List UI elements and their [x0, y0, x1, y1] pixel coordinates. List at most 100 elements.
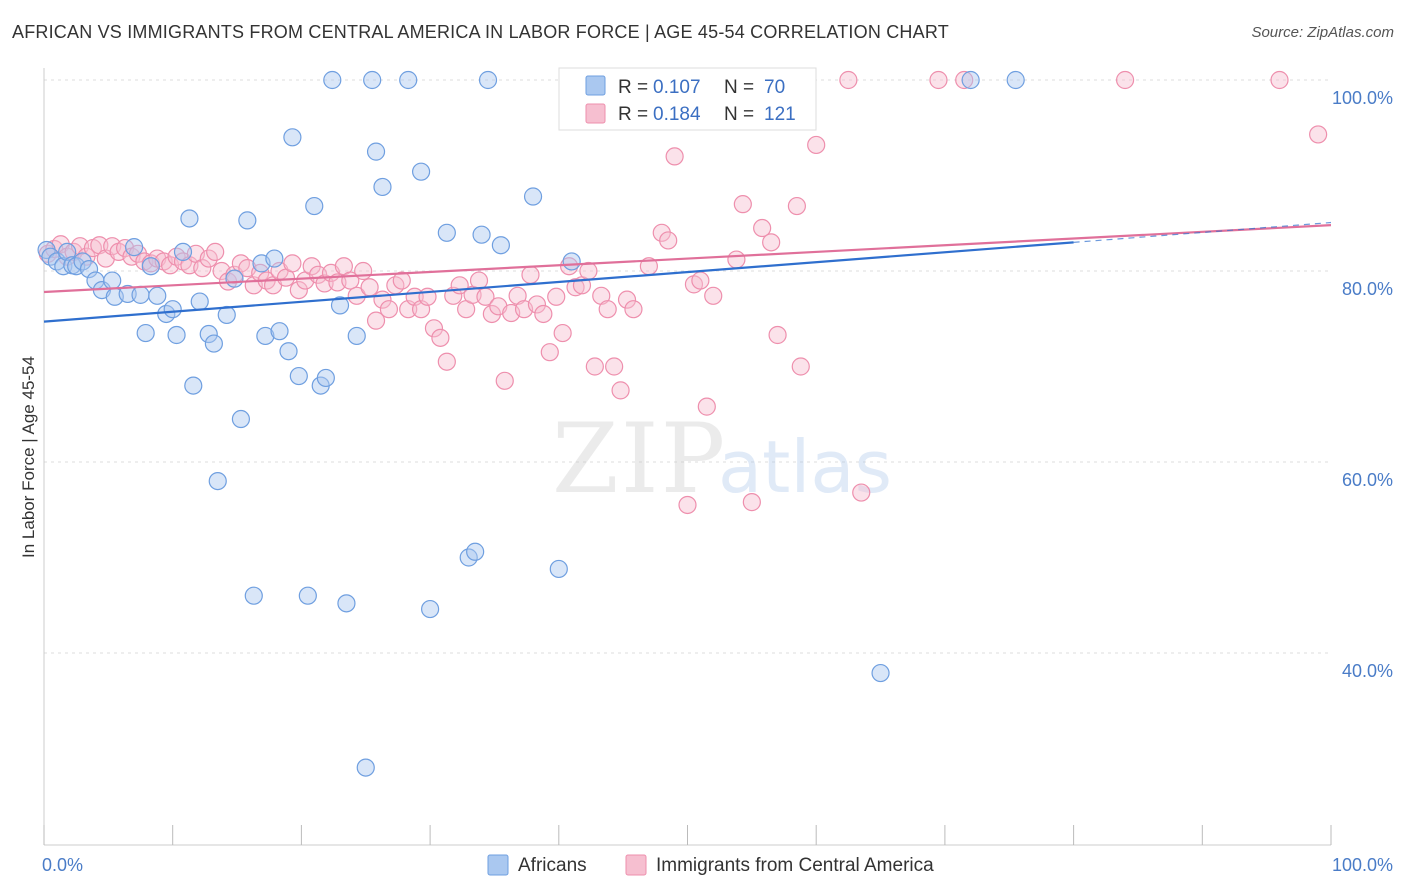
- point-africans-55: [421, 599, 440, 619]
- bottom-legend-swatch-immigrants: [625, 854, 647, 876]
- point-immigrants-112: [807, 135, 826, 155]
- trend-line-immigrants: [43, 224, 1332, 294]
- chart-source: Source: ZipAtlas.com: [1251, 24, 1394, 41]
- point-immigrants-80: [553, 323, 572, 343]
- point-africans-42: [305, 196, 324, 216]
- point-immigrants-82: [566, 278, 585, 297]
- point-immigrants-24: [193, 259, 212, 278]
- point-africans-16: [136, 323, 155, 343]
- bottom-legend-label-immigrants: Immigrants from Central America: [656, 855, 934, 876]
- bottom-legend-label-africans: Africans: [518, 855, 587, 876]
- point-africans-21: [167, 325, 186, 345]
- point-africans-58: [466, 542, 485, 561]
- y-ticks: 40.0% 60.0% 80.0% 100.0%: [1332, 88, 1393, 681]
- point-africans-36: [265, 249, 284, 268]
- watermark-zip: ZIP: [552, 403, 727, 515]
- point-africans-27: [204, 334, 223, 353]
- point-immigrants-62: [437, 352, 456, 371]
- point-africans-50: [363, 70, 382, 90]
- point-immigrants-100: [697, 397, 716, 416]
- point-africans-60: [478, 70, 498, 90]
- point-immigrants-87: [598, 300, 617, 319]
- point-immigrants-119: [1309, 125, 1328, 144]
- point-africans-68: [961, 70, 980, 90]
- chart-title: AFRICAN VS IMMIGRANTS FROM CENTRAL AMERI…: [12, 22, 949, 42]
- point-immigrants-26: [206, 242, 225, 261]
- point-africans-39: [283, 128, 302, 147]
- point-africans-37: [270, 322, 289, 341]
- y-tick-label-60: 60.0%: [1342, 470, 1393, 490]
- point-africans-64: [562, 252, 581, 271]
- point-africans-29: [217, 305, 236, 325]
- series-africans: [37, 70, 1025, 777]
- y-tick-label-40: 40.0%: [1342, 661, 1393, 681]
- y-tick-label-80: 80.0%: [1342, 279, 1393, 299]
- legend-r-label-immigrants: R =: [618, 104, 653, 125]
- point-immigrants-96: [665, 147, 684, 166]
- point-immigrants-89: [611, 381, 630, 400]
- point-immigrants-79: [547, 287, 566, 306]
- point-immigrants-105: [742, 493, 761, 512]
- point-immigrants-76: [527, 295, 547, 314]
- point-immigrants-94: [652, 223, 671, 242]
- point-africans-44: [316, 368, 335, 388]
- point-immigrants-77: [534, 304, 553, 324]
- point-immigrants-104: [733, 195, 752, 214]
- point-immigrants-39: [289, 281, 308, 300]
- legend-swatch-africans: [585, 75, 606, 96]
- point-africans-17: [141, 257, 160, 276]
- point-immigrants-25: [199, 249, 218, 268]
- gridlines: [44, 79, 1331, 654]
- legend-r-value-immigrants: 0.184: [653, 104, 701, 125]
- point-africans-7: [73, 252, 92, 271]
- point-africans-54: [411, 162, 431, 181]
- point-africans-46: [330, 296, 350, 315]
- point-immigrants-101: [704, 286, 723, 305]
- point-immigrants-61: [431, 328, 450, 347]
- trend-lines: [43, 221, 1332, 323]
- point-immigrants-107: [762, 233, 781, 252]
- point-africans-53: [399, 70, 418, 90]
- point-africans-59: [472, 225, 491, 244]
- point-africans-4: [58, 242, 77, 261]
- point-africans-61: [491, 236, 510, 255]
- point-immigrants-108: [768, 325, 787, 345]
- point-immigrants-55: [392, 271, 411, 290]
- point-immigrants-38: [283, 254, 302, 273]
- legend-n-label-immigrants: N =: [724, 104, 759, 125]
- point-immigrants-51: [366, 311, 386, 330]
- bottom-legend-swatch-africans: [487, 854, 509, 876]
- point-africans-8: [79, 259, 99, 279]
- point-immigrants-97: [678, 495, 697, 515]
- point-africans-40: [289, 366, 308, 386]
- legend-n-label-africans: N =: [724, 77, 759, 98]
- point-africans-51: [366, 142, 386, 161]
- point-africans-52: [373, 177, 392, 197]
- point-immigrants-90: [617, 290, 637, 309]
- point-africans-28: [208, 472, 227, 491]
- point-africans-69: [1006, 70, 1025, 90]
- point-immigrants-60: [424, 319, 444, 338]
- point-africans-38: [279, 342, 298, 361]
- point-africans-67: [871, 663, 890, 683]
- x-tick-label-100: 100.0%: [1332, 855, 1393, 875]
- x-tick-label-0: 0.0%: [42, 855, 83, 875]
- point-immigrants-69: [482, 304, 501, 324]
- point-immigrants-50: [360, 278, 379, 297]
- point-immigrants-117: [1115, 70, 1135, 90]
- point-immigrants-118: [1270, 70, 1289, 90]
- point-immigrants-88: [605, 357, 624, 376]
- point-africans-45: [323, 70, 342, 90]
- point-africans-22: [173, 242, 193, 261]
- point-africans-14: [124, 238, 144, 257]
- point-africans-33: [244, 586, 263, 605]
- point-africans-25: [190, 292, 209, 311]
- bottom-legend: Africans Immigrants from Central America: [487, 854, 934, 876]
- point-immigrants-116: [955, 70, 974, 90]
- point-africans-56: [437, 223, 456, 242]
- point-africans-11: [103, 271, 122, 290]
- legend-r-value-africans: 0.107: [653, 77, 701, 98]
- point-immigrants-110: [791, 357, 810, 376]
- y-axis-label: In Labor Force | Age 45-54: [19, 356, 38, 558]
